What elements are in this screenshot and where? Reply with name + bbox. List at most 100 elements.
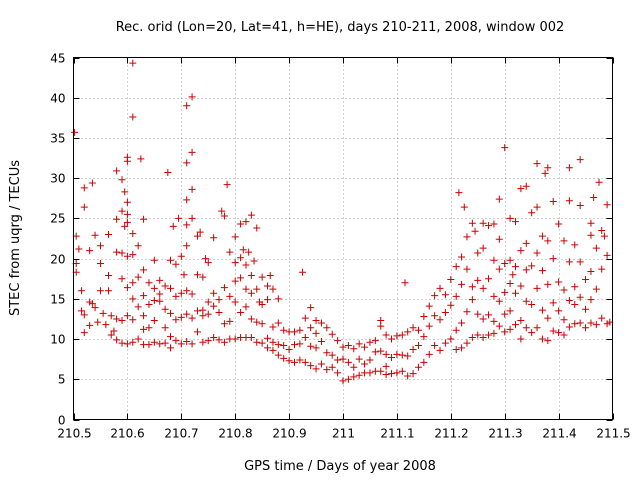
data-point [517, 335, 525, 343]
data-point [350, 373, 358, 381]
data-point [441, 339, 449, 347]
data-point [210, 333, 218, 341]
data-point [490, 256, 498, 264]
data-point [576, 156, 584, 164]
data-point [269, 285, 277, 293]
data-point [506, 307, 514, 315]
data-point [409, 324, 417, 332]
data-point [180, 271, 188, 279]
data-point [328, 330, 336, 338]
x-tick-label: 210.8 [218, 427, 252, 441]
data-point [414, 341, 422, 349]
data-point [183, 337, 191, 345]
data-point [172, 292, 180, 300]
data-point [107, 312, 115, 320]
data-point [463, 308, 471, 316]
data-point [490, 292, 498, 300]
data-point [167, 333, 175, 341]
data-point [328, 363, 336, 371]
data-point [150, 317, 158, 325]
data-point [204, 259, 212, 267]
data-point [560, 286, 568, 294]
data-point [401, 279, 409, 287]
data-point [129, 316, 137, 324]
data-point [274, 351, 282, 359]
data-point [172, 337, 180, 345]
data-point [145, 324, 153, 332]
data-point [603, 201, 611, 209]
data-point [576, 319, 584, 327]
data-point [247, 272, 255, 280]
data-point [528, 262, 536, 270]
data-point [193, 232, 201, 240]
data-point [501, 288, 509, 296]
data-point [134, 335, 142, 343]
data-point [247, 211, 255, 219]
data-point [506, 280, 514, 288]
data-point [398, 367, 406, 375]
data-point [431, 312, 439, 320]
data-point [269, 338, 277, 346]
data-point [215, 336, 223, 344]
data-point [528, 300, 536, 308]
data-point [522, 324, 530, 332]
data-point [565, 164, 573, 172]
x-tick-label: 211.5 [596, 427, 630, 441]
data-point [447, 276, 455, 284]
data-point [204, 310, 212, 318]
data-point [565, 296, 573, 304]
data-point [366, 369, 374, 377]
data-point [377, 367, 385, 375]
data-point [183, 159, 191, 167]
data-point [501, 259, 509, 267]
data-point [317, 360, 325, 368]
data-point [145, 279, 153, 287]
data-point [339, 377, 347, 385]
data-point [129, 279, 137, 287]
data-point [247, 289, 255, 297]
y-tick-label: 0 [58, 414, 66, 428]
y-tick-label: 40 [50, 92, 65, 106]
data-point [328, 351, 336, 359]
data-point [193, 328, 201, 336]
data-point [269, 323, 277, 331]
data-point [506, 214, 514, 222]
data-point [156, 340, 164, 348]
data-point [129, 113, 137, 121]
data-point [299, 268, 307, 276]
data-point [533, 284, 541, 292]
data-point [495, 322, 503, 330]
x-tick-label: 210.7 [164, 427, 198, 441]
data-point [220, 212, 228, 220]
data-point [560, 316, 568, 324]
data-point [393, 332, 401, 340]
data-point [361, 360, 369, 368]
data-point [350, 363, 358, 371]
data-point [140, 325, 148, 333]
data-point [409, 370, 417, 378]
data-point [164, 169, 172, 177]
data-point [280, 326, 288, 334]
data-point [140, 266, 148, 274]
data-point [102, 321, 110, 329]
data-point [210, 289, 218, 297]
data-point [479, 219, 487, 227]
data-point [188, 290, 196, 298]
data-point [156, 276, 164, 284]
data-point [576, 293, 584, 301]
data-point [495, 195, 503, 203]
data-point [129, 251, 137, 259]
data-point [96, 259, 104, 267]
data-point [296, 356, 304, 364]
y-tick-label: 25 [50, 212, 65, 226]
data-point [193, 307, 201, 315]
data-point [452, 292, 460, 300]
data-point [183, 287, 191, 295]
data-point [253, 285, 261, 293]
data-point [118, 317, 126, 325]
y-tick-label: 10 [50, 333, 65, 347]
y-tick-label: 30 [50, 172, 65, 186]
data-point [188, 148, 196, 156]
data-point [571, 300, 579, 308]
data-point [312, 329, 320, 337]
